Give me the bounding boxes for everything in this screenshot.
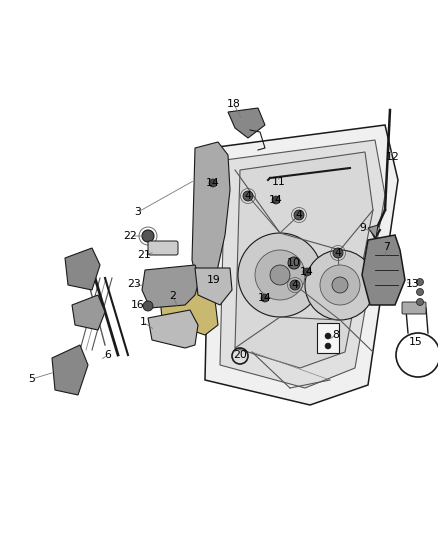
FancyBboxPatch shape [148, 241, 178, 255]
Text: 6: 6 [105, 350, 111, 360]
Polygon shape [235, 152, 373, 368]
Circle shape [320, 265, 360, 305]
Text: 14: 14 [300, 267, 314, 277]
Circle shape [305, 250, 375, 320]
Circle shape [272, 196, 280, 204]
Circle shape [143, 301, 153, 311]
Text: 8: 8 [332, 330, 339, 340]
Polygon shape [368, 225, 378, 238]
Circle shape [255, 250, 305, 300]
Text: 13: 13 [406, 279, 420, 289]
Polygon shape [228, 108, 265, 138]
Text: 18: 18 [227, 99, 241, 109]
Text: 3: 3 [134, 207, 141, 217]
Circle shape [325, 333, 331, 339]
Circle shape [142, 230, 154, 242]
Circle shape [332, 277, 348, 293]
Text: 11: 11 [272, 177, 286, 187]
Circle shape [261, 294, 269, 302]
Polygon shape [148, 310, 198, 348]
Text: 22: 22 [123, 231, 137, 241]
Polygon shape [72, 295, 105, 330]
Text: 2: 2 [170, 291, 177, 301]
Circle shape [303, 268, 311, 276]
Text: 23: 23 [127, 279, 141, 289]
Polygon shape [362, 235, 405, 305]
Text: 14: 14 [258, 293, 272, 303]
Text: 9: 9 [360, 223, 367, 233]
Text: 4: 4 [296, 210, 302, 220]
Polygon shape [205, 125, 398, 405]
Polygon shape [220, 140, 385, 388]
Polygon shape [142, 265, 200, 308]
Polygon shape [195, 268, 232, 305]
Text: 4: 4 [292, 280, 298, 290]
Polygon shape [52, 345, 88, 395]
Text: 4: 4 [335, 248, 342, 258]
Text: 19: 19 [207, 275, 221, 285]
Text: 7: 7 [384, 242, 390, 252]
Circle shape [325, 343, 331, 349]
Text: 12: 12 [386, 152, 400, 162]
Circle shape [288, 257, 300, 269]
FancyBboxPatch shape [402, 302, 426, 314]
Text: 21: 21 [137, 250, 151, 260]
Text: 14: 14 [206, 178, 220, 188]
Text: 5: 5 [28, 374, 35, 384]
Circle shape [294, 210, 304, 220]
Polygon shape [160, 288, 218, 335]
Text: 20: 20 [233, 350, 247, 360]
Text: 16: 16 [131, 300, 145, 310]
FancyBboxPatch shape [317, 323, 339, 353]
Text: 14: 14 [269, 195, 283, 205]
Circle shape [209, 179, 217, 187]
Circle shape [243, 191, 253, 201]
Circle shape [238, 233, 322, 317]
Circle shape [417, 288, 424, 295]
Circle shape [417, 279, 424, 286]
Text: 15: 15 [409, 337, 423, 347]
Text: 1: 1 [140, 317, 146, 327]
Text: 10: 10 [287, 258, 301, 268]
Polygon shape [65, 248, 100, 290]
Circle shape [270, 265, 290, 285]
Circle shape [290, 280, 300, 290]
Circle shape [417, 298, 424, 305]
Circle shape [333, 248, 343, 258]
Polygon shape [192, 142, 230, 295]
Text: 4: 4 [244, 191, 251, 201]
